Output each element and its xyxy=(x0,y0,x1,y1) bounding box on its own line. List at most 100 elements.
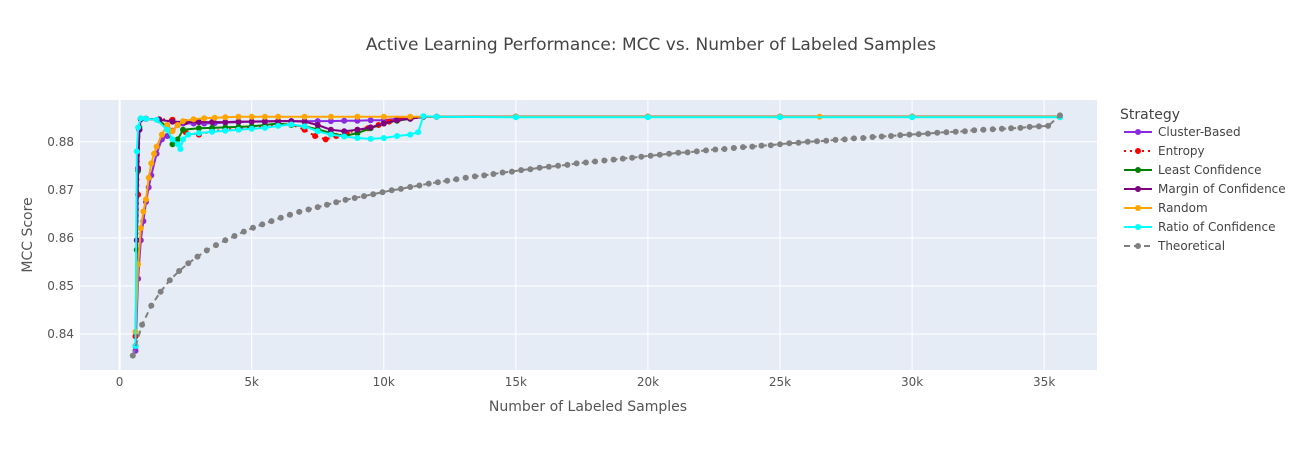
data-point-random xyxy=(248,113,255,120)
data-point-theoretical xyxy=(139,321,146,328)
y-tick-label: 0.85 xyxy=(47,279,74,293)
data-point-least-confidence xyxy=(180,126,186,133)
data-point-theoretical xyxy=(416,182,423,189)
data-point-margin-of-confidence xyxy=(354,126,361,133)
legend-item-random[interactable]: Random xyxy=(1124,201,1208,215)
data-point-random xyxy=(222,114,229,121)
data-point-ratio-of-confidence xyxy=(261,124,268,131)
data-point-theoretical xyxy=(434,179,441,186)
data-point-ratio-of-confidence xyxy=(367,135,374,142)
data-point-theoretical xyxy=(305,206,312,213)
data-point-cluster-based xyxy=(327,118,334,125)
data-point-ratio-of-confidence xyxy=(301,123,308,130)
data-point-theoretical xyxy=(878,133,885,140)
data-point-ratio-of-confidence xyxy=(777,114,783,121)
data-point-theoretical xyxy=(629,154,636,161)
data-point-theoretical xyxy=(314,204,321,211)
legend-label: Random xyxy=(1158,201,1208,215)
data-point-margin-of-confidence xyxy=(261,118,268,125)
data-point-theoretical xyxy=(499,169,506,176)
legend-item-least-confidence[interactable]: Least Confidence xyxy=(1124,163,1261,177)
data-point-theoretical xyxy=(656,151,663,158)
data-point-ratio-of-confidence xyxy=(415,129,422,136)
data-point-ratio-of-confidence xyxy=(137,115,144,122)
data-point-cluster-based xyxy=(367,117,374,124)
y-tick-label: 0.88 xyxy=(47,135,74,149)
data-point-theoretical xyxy=(388,187,395,194)
x-tick-label: 5k xyxy=(244,375,259,389)
data-point-ratio-of-confidence xyxy=(909,114,916,121)
data-point-theoretical xyxy=(213,242,219,249)
series-theoretical xyxy=(129,112,1063,359)
data-point-theoretical xyxy=(407,184,414,190)
legend-label: Entropy xyxy=(1158,144,1205,158)
data-point-theoretical xyxy=(684,149,691,156)
data-point-theoretical xyxy=(758,142,765,149)
legend-item-theoretical[interactable]: Theoretical xyxy=(1124,239,1225,253)
series-ratio-of-confidence xyxy=(132,113,1063,349)
data-point-margin-of-confidence xyxy=(380,120,387,127)
data-point-theoretical xyxy=(721,146,728,152)
data-point-theoretical xyxy=(841,136,848,143)
legend-marker xyxy=(1135,148,1141,154)
data-point-theoretical xyxy=(462,174,469,181)
data-point-ratio-of-confidence xyxy=(143,115,149,122)
data-point-theoretical xyxy=(481,172,488,179)
data-point-random xyxy=(407,113,414,120)
data-point-margin-of-confidence xyxy=(314,122,321,128)
legend-item-margin-of-confidence[interactable]: Margin of Confidence xyxy=(1124,182,1286,196)
legend-item-ratio-of-confidence[interactable]: Ratio of Confidence xyxy=(1124,220,1275,234)
grid-lines xyxy=(80,100,1097,370)
data-point-ratio-of-confidence xyxy=(644,114,651,121)
data-point-margin-of-confidence xyxy=(195,119,202,126)
data-point-ratio-of-confidence xyxy=(275,122,282,129)
data-point-theoretical xyxy=(712,146,719,153)
data-point-theoretical xyxy=(823,137,830,144)
data-point-theoretical xyxy=(980,126,987,133)
x-axis-title: Number of Labeled Samples xyxy=(489,399,687,415)
data-point-margin-of-confidence xyxy=(222,119,229,126)
data-point-theoretical xyxy=(259,221,266,228)
data-point-random xyxy=(174,122,181,128)
data-point-theoretical xyxy=(397,185,404,192)
data-point-theoretical xyxy=(943,129,950,136)
data-point-theoretical xyxy=(166,277,173,284)
data-point-random xyxy=(190,116,197,123)
x-tick-label: 30k xyxy=(901,375,923,389)
data-point-least-confidence xyxy=(169,141,176,148)
x-tick-label: 35k xyxy=(1033,375,1055,389)
data-point-random xyxy=(301,113,308,120)
data-point-theoretical xyxy=(860,135,867,141)
data-point-theoretical xyxy=(148,302,155,309)
data-point-theoretical xyxy=(342,196,349,203)
data-point-theoretical xyxy=(268,218,275,225)
data-point-theoretical xyxy=(370,191,377,198)
data-point-ratio-of-confidence xyxy=(235,126,242,133)
data-point-theoretical xyxy=(508,168,515,175)
data-point-theoretical xyxy=(897,132,904,139)
data-point-least-confidence xyxy=(195,125,202,132)
data-point-random xyxy=(153,143,160,150)
data-point-theoretical xyxy=(814,138,820,145)
x-tick-label: 10k xyxy=(373,375,395,389)
data-point-random xyxy=(148,160,155,167)
data-point-margin-of-confidence xyxy=(327,126,334,133)
legend-marker xyxy=(1135,167,1141,173)
data-point-theoretical xyxy=(425,180,432,187)
data-point-random xyxy=(145,174,152,181)
data-point-cluster-based xyxy=(341,117,348,124)
data-point-random xyxy=(169,128,176,135)
legend-item-cluster-based[interactable]: Cluster-Based xyxy=(1124,125,1241,139)
data-point-theoretical xyxy=(906,131,913,138)
data-point-theoretical xyxy=(157,288,164,295)
data-point-ratio-of-confidence xyxy=(433,113,440,120)
x-tick-label: 20k xyxy=(637,375,659,389)
data-point-theoretical xyxy=(767,142,774,149)
x-tick-label: 0 xyxy=(116,375,124,389)
x-tick-label: 15k xyxy=(505,375,527,389)
data-point-theoretical xyxy=(444,177,451,184)
data-point-theoretical xyxy=(638,153,645,160)
legend-title: Strategy xyxy=(1120,107,1180,123)
data-point-margin-of-confidence xyxy=(394,117,400,124)
legend-item-entropy[interactable]: Entropy xyxy=(1124,144,1205,158)
